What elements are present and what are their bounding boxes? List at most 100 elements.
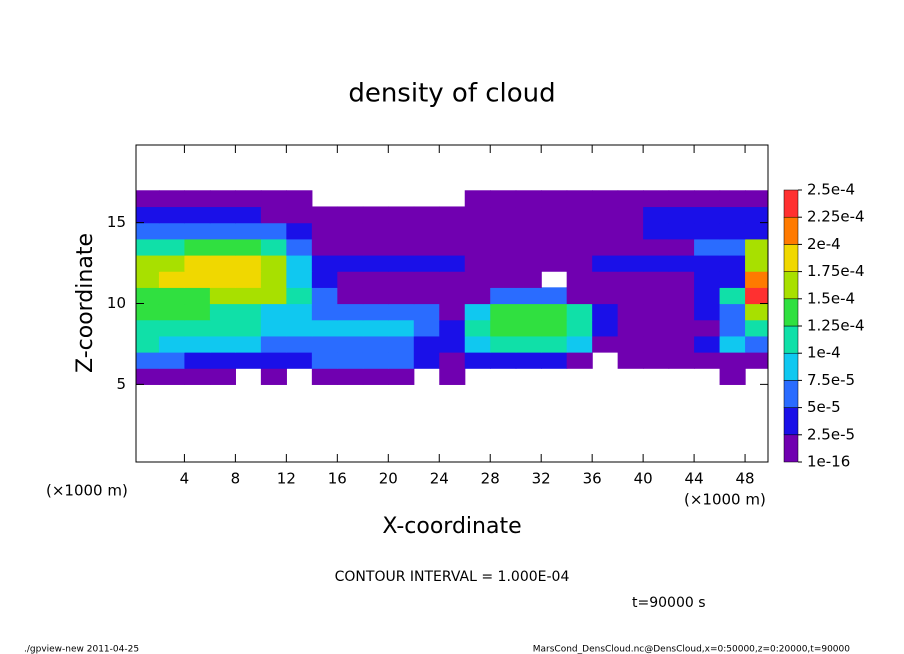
field-cell [566,303,593,321]
footer-right: MarsCond_DensCloud.nc@DensCloud,x=0:5000… [533,645,850,654]
field-cell [413,352,440,369]
field-cell [209,303,236,321]
field-cell [388,238,415,256]
field-cell [136,368,160,385]
x-tick-label: 36 [583,470,602,488]
field-cell [311,238,338,256]
field-cell [617,319,644,337]
field-cell [158,368,186,385]
field-cell [136,190,160,208]
field-cell [694,238,721,256]
field-cell [286,303,313,321]
field-cell [337,206,364,224]
field-cell [362,303,389,321]
field-cell [719,190,746,208]
field-cell [286,206,313,224]
field-cell [337,222,364,240]
field-cell [337,238,364,256]
field-cell [362,238,389,256]
x-tick-label: 8 [231,470,241,488]
field-cell [388,319,415,337]
field-cell [643,222,670,240]
field-cell [719,206,746,224]
field-cell [592,335,619,353]
field-cell [694,206,721,224]
field-cell [668,335,695,353]
field-cell [719,352,746,369]
field-cell [592,271,619,288]
colorbar-label: 5e-5 [807,398,841,416]
field-cell [260,303,287,321]
field-cell [260,222,287,240]
field-cell [719,254,746,272]
field-cell [184,287,211,305]
field-cell [388,303,415,321]
colorbar-band [783,216,799,245]
field-cell [311,254,338,272]
field-cell [745,303,768,321]
field-cell [668,303,695,321]
field-cell [184,368,211,385]
field-cell [136,287,160,305]
field-cell [745,190,768,208]
field-cell [209,319,236,337]
field-cell [439,271,466,288]
field-cell [566,238,593,256]
field-cell [337,287,364,305]
y-tick-label: 15 [107,213,126,231]
field-cell [311,287,338,305]
field-cell [413,271,440,288]
field-cell [745,206,768,224]
field-cell [286,190,313,208]
field-cell [694,319,721,337]
field-cell [439,222,466,240]
field-cell [260,335,287,353]
field-cell [617,303,644,321]
field-cell [260,287,287,305]
colorbar-band [783,298,799,327]
field-cell [235,319,262,337]
field-cell [158,222,186,240]
field-cell [592,287,619,305]
field-cell [439,238,466,256]
colorbar-label: 1e-4 [807,344,841,362]
field-cell [362,254,389,272]
field-cell [668,319,695,337]
field-cell [464,190,491,208]
field-cell [566,271,593,288]
field-cell [209,287,236,305]
field-cell [388,352,415,369]
field-cell [388,222,415,240]
field-cell [311,222,338,240]
field-cell [184,303,211,321]
field-cell [541,190,568,208]
field-cell [388,271,415,288]
field-cell [158,206,186,224]
field-cell [592,303,619,321]
field-cell [668,190,695,208]
field-cell [260,271,287,288]
field-cell [260,254,287,272]
field-cell [136,254,160,272]
field-cell [668,271,695,288]
x-units: (×1000 m) [46,482,128,500]
field-cell [235,238,262,256]
field-cell [311,335,338,353]
field-cell [235,352,262,369]
field-cell [413,206,440,224]
field-cell [158,190,186,208]
field-cell [643,303,670,321]
field-cell [643,190,670,208]
field-cell [413,335,440,353]
field-cell [617,271,644,288]
field-cell [209,254,236,272]
x-tick-label: 12 [277,470,296,488]
field-cell [566,319,593,337]
field-cell [643,335,670,353]
footer-left: ./gpview-new 2011-04-25 [24,645,139,654]
field-cell [490,206,517,224]
field-cell [643,287,670,305]
field-cell [617,222,644,240]
field-cell [617,238,644,256]
field-cell [136,303,160,321]
